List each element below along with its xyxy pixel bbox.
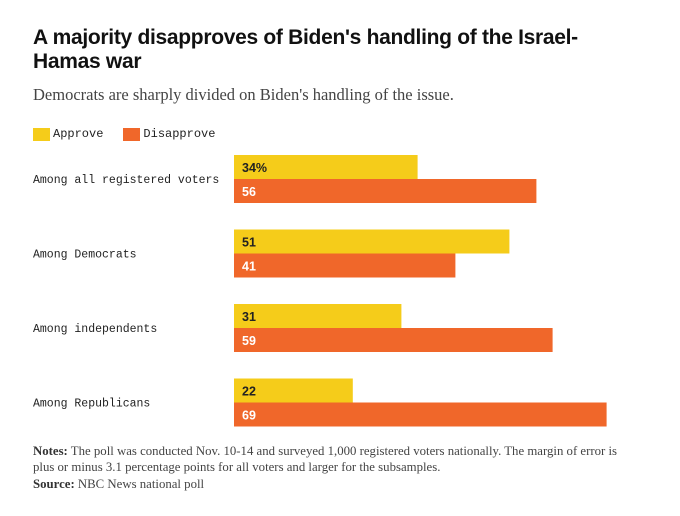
source-label: Source: <box>33 477 75 491</box>
value-label-approve-among-all-registered-voters: 34% <box>242 161 267 175</box>
category-label-among-democrats: Among Democrats <box>33 249 137 262</box>
category-label-among-all-registered-voters: Among all registered voters <box>33 174 219 187</box>
bar-approve-among-democrats <box>234 229 510 254</box>
legend-item-approve: Approve <box>33 127 103 141</box>
chart-source: Source: NBC News national poll <box>33 477 204 492</box>
value-label-approve-among-democrats: 51 <box>242 236 256 250</box>
bar-disapprove-among-republicans <box>234 402 607 427</box>
legend-item-disapprove: Disapprove <box>123 127 215 141</box>
bar-approve-among-independents <box>234 304 402 328</box>
bar-chart: Among all registered voters 34% 56 Among De… <box>33 155 607 427</box>
legend-label-approve: Approve <box>53 127 104 141</box>
bar-approve-among-all-registered-voters <box>234 155 418 179</box>
category-label-among-independents: Among independents <box>33 323 157 336</box>
chart-subtitle: Democrats are sharply divided on Biden's… <box>33 85 454 104</box>
notes-text: The poll was conducted Nov. 10-14 and su… <box>33 444 618 474</box>
legend-label-disapprove: Disapprove <box>143 127 216 141</box>
chart-notes: Notes: The poll was conducted Nov. 10-14… <box>33 443 623 475</box>
bar-disapprove-among-independents <box>234 328 553 352</box>
bar-approve-among-republicans <box>234 378 353 403</box>
chart-title: A majority disapproves of Biden's handli… <box>33 26 578 73</box>
source-text: NBC News national poll <box>77 477 205 491</box>
notes-label: Notes: <box>33 444 68 458</box>
bar-disapprove-among-democrats <box>234 253 456 278</box>
legend-swatch-disapprove <box>123 127 141 141</box>
legend: Approve Disapprove <box>33 127 235 141</box>
value-label-disapprove-among-democrats: 41 <box>242 260 256 274</box>
value-label-disapprove-among-independents: 59 <box>242 334 256 348</box>
value-label-disapprove-among-all-registered-voters: 56 <box>242 185 256 199</box>
value-label-approve-among-republicans: 22 <box>242 385 256 399</box>
value-label-disapprove-among-republicans: 69 <box>242 409 256 423</box>
bar-disapprove-among-all-registered-voters <box>234 179 537 203</box>
value-label-approve-among-independents: 31 <box>242 310 256 324</box>
category-label-among-republicans: Among Republicans <box>33 398 150 411</box>
legend-swatch-approve <box>33 127 50 141</box>
